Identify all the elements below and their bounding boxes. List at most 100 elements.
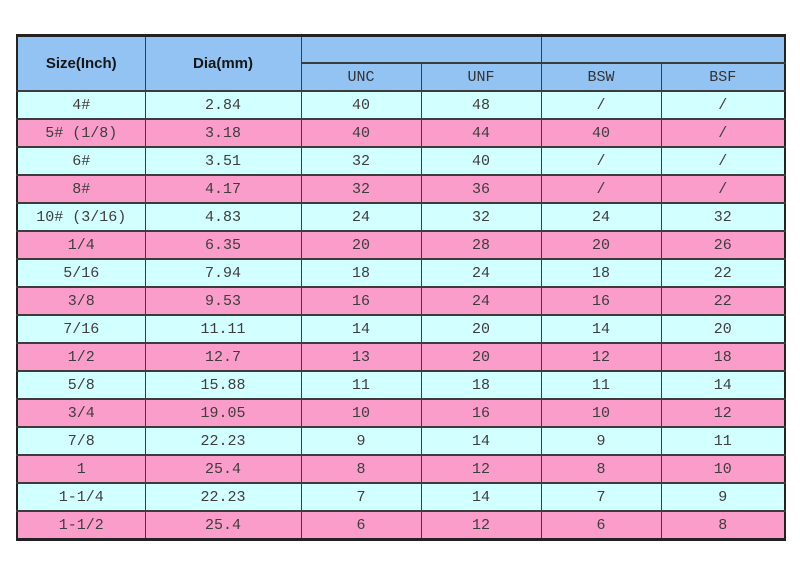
cell-unc: 18 xyxy=(300,258,422,288)
cell-dia: 19.05 xyxy=(144,398,302,428)
cell-bsw: 14 xyxy=(540,314,662,344)
cell-unc: 16 xyxy=(300,286,422,316)
table-row: 5/8 15.88 11 18 11 14 xyxy=(16,370,786,400)
cell-size: 6# xyxy=(16,146,146,176)
cell-unc: 32 xyxy=(300,146,422,176)
table-row: 1-1/4 22.23 7 14 7 9 xyxy=(16,482,786,512)
cell-unf: 28 xyxy=(420,230,542,260)
cell-dia: 3.51 xyxy=(144,146,302,176)
cell-size: 8# xyxy=(16,174,146,204)
cell-size: 5# (1/8) xyxy=(16,118,146,148)
cell-bsw: / xyxy=(540,146,662,176)
cell-unf: 20 xyxy=(420,342,542,372)
cell-size: 3/4 xyxy=(16,398,146,428)
cell-size: 5/8 xyxy=(16,370,146,400)
cell-dia: 22.23 xyxy=(144,426,302,456)
cell-bsf: / xyxy=(660,118,786,148)
cell-unf: 14 xyxy=(420,426,542,456)
cell-unc: 10 xyxy=(300,398,422,428)
cell-size: 1 xyxy=(16,454,146,484)
cell-unc: 8 xyxy=(300,454,422,484)
cell-unc: 14 xyxy=(300,314,422,344)
cell-bsw: 24 xyxy=(540,202,662,232)
cell-bsw: 9 xyxy=(540,426,662,456)
table-row: 1 25.4 8 12 8 10 xyxy=(16,454,786,484)
cell-bsw: 10 xyxy=(540,398,662,428)
cell-unc: 40 xyxy=(300,90,422,120)
table-row: 1-1/2 25.4 6 12 6 8 xyxy=(16,510,786,541)
column-header-unf: UNF xyxy=(420,62,542,92)
cell-bsw: 12 xyxy=(540,342,662,372)
column-header-unc: UNC xyxy=(300,62,422,92)
cell-size: 5/16 xyxy=(16,258,146,288)
table-row: 6# 3.51 32 40// xyxy=(16,146,786,176)
cell-size: 7/16 xyxy=(16,314,146,344)
cell-unf: 44 xyxy=(420,118,542,148)
cell-dia: 22.23 xyxy=(144,482,302,512)
cell-bsw: 6 xyxy=(540,510,662,541)
cell-unf: 24 xyxy=(420,286,542,316)
cell-bsf: 18 xyxy=(660,342,786,372)
cell-bsf: 20 xyxy=(660,314,786,344)
table-row: 1/2 12.7 13 20 12 18 xyxy=(16,342,786,372)
cell-unc: 20 xyxy=(300,230,422,260)
cell-bsf: / xyxy=(660,146,786,176)
cell-bsw: 8 xyxy=(540,454,662,484)
cell-bsf: 22 xyxy=(660,258,786,288)
cell-dia: 9.53 xyxy=(144,286,302,316)
cell-unc: 24 xyxy=(300,202,422,232)
cell-unc: 7 xyxy=(300,482,422,512)
header-group-row: Size(Inch) Dia(mm) xyxy=(16,34,786,92)
cell-dia: 25.4 xyxy=(144,454,302,484)
cell-unf: 12 xyxy=(420,510,542,541)
cell-dia: 2.84 xyxy=(144,90,302,120)
cell-unf: 20 xyxy=(420,314,542,344)
cell-unf: 36 xyxy=(420,174,542,204)
cell-bsf: 32 xyxy=(660,202,786,232)
cell-dia: 7.94 xyxy=(144,258,302,288)
cell-bsf: 8 xyxy=(660,510,786,541)
cell-bsw: 11 xyxy=(540,370,662,400)
cell-unf: 32 xyxy=(420,202,542,232)
cell-unf: 14 xyxy=(420,482,542,512)
cell-size: 1/4 xyxy=(16,230,146,260)
cell-unf: 18 xyxy=(420,370,542,400)
cell-bsw: 16 xyxy=(540,286,662,316)
british-group-header-cell xyxy=(540,34,786,64)
cell-unf: 40 xyxy=(420,146,542,176)
cell-bsw: 20 xyxy=(540,230,662,260)
column-header-bsw: BSW xyxy=(540,62,662,92)
column-header-bsf: BSF xyxy=(660,62,786,92)
cell-bsw: 7 xyxy=(540,482,662,512)
cell-bsw: / xyxy=(540,90,662,120)
thread-pitch-table: Size(Inch) Dia(mm) UNC UNF BSW BSF 4# 2.8… xyxy=(16,34,786,541)
cell-unf: 16 xyxy=(420,398,542,428)
cell-bsf: / xyxy=(660,174,786,204)
column-header-dia: Dia(mm) xyxy=(144,34,302,92)
cell-size: 3/8 xyxy=(16,286,146,316)
cell-unc: 32 xyxy=(300,174,422,204)
cell-dia: 6.35 xyxy=(144,230,302,260)
cell-bsw: / xyxy=(540,174,662,204)
table-row: 3/4 19.05 10 16 10 12 xyxy=(16,398,786,428)
cell-size: 7/8 xyxy=(16,426,146,456)
cell-bsw: 40 xyxy=(540,118,662,148)
cell-dia: 4.83 xyxy=(144,202,302,232)
table-row: 7/16 11.11 14 20 14 20 xyxy=(16,314,786,344)
cell-unc: 13 xyxy=(300,342,422,372)
cell-size: 1-1/2 xyxy=(16,510,146,541)
cell-bsf: 11 xyxy=(660,426,786,456)
table-row: 8# 4.17 32 36// xyxy=(16,174,786,204)
cell-bsf: 10 xyxy=(660,454,786,484)
unified-group-header-cell xyxy=(300,34,542,64)
header-sub-row: UNC UNF BSW BSF xyxy=(17,62,786,92)
cell-size: 1/2 xyxy=(16,342,146,372)
cell-dia: 3.18 xyxy=(144,118,302,148)
cell-dia: 11.11 xyxy=(144,314,302,344)
table-body: 4# 2.84 40 48//5# (1/8) 3.18 40 44 40/6# 3.51 32 4… xyxy=(16,90,786,541)
cell-bsf: 26 xyxy=(660,230,786,260)
cell-size: 1-1/4 xyxy=(16,482,146,512)
cell-unc: 11 xyxy=(300,370,422,400)
cell-dia: 12.7 xyxy=(144,342,302,372)
